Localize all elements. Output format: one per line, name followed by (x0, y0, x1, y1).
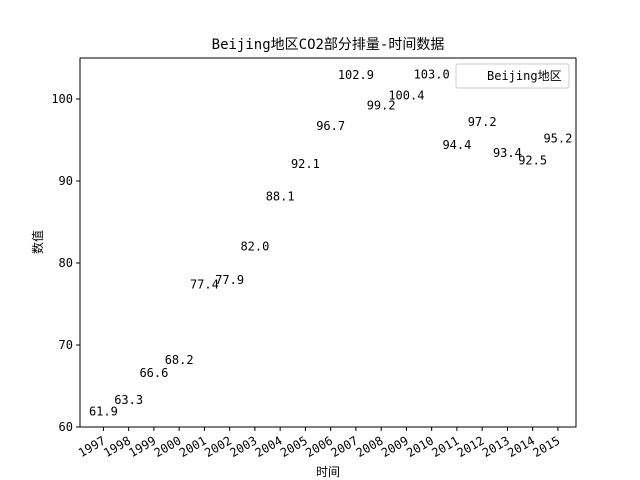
data-label: 66.6 (139, 366, 168, 380)
y-axis-label: 数值 (30, 230, 45, 254)
y-tick-label: 90 (59, 174, 73, 188)
data-label: 95.2 (543, 131, 572, 145)
data-label: 96.7 (316, 119, 345, 133)
data-label: 82.0 (240, 240, 269, 254)
legend: Beijing地区 (455, 63, 570, 89)
data-label: 88.1 (266, 190, 295, 204)
data-label: 92.5 (518, 154, 547, 168)
y-tick-label: 100 (51, 92, 73, 106)
data-label: 93.4 (493, 146, 522, 160)
y-axis-ticks: 60 70 80 90 100 (51, 92, 80, 434)
chart-title: Beijing地区CO2部分排量-时间数据 (212, 37, 445, 53)
legend-entry-label: Beijing地区 (487, 69, 562, 83)
data-label: 77.4 (190, 277, 219, 291)
data-label: 97.2 (468, 115, 497, 129)
legend-box (455, 63, 570, 89)
y-tick-label: 70 (59, 338, 73, 352)
x-axis-label: 时间 (316, 465, 340, 479)
y-tick-label: 60 (59, 420, 73, 434)
data-label: 102.9 (338, 68, 374, 82)
x-axis-ticks: 1997199819992000200120022003200420052006… (76, 427, 562, 460)
data-label: 63.3 (114, 393, 143, 407)
plot-area-frame (79, 57, 577, 428)
y-tick-label: 80 (59, 256, 73, 270)
x-tick-label: 2015 (530, 433, 562, 460)
data-label: 68.2 (165, 353, 194, 367)
data-label: 77.9 (215, 273, 244, 287)
data-label: 92.1 (291, 157, 320, 171)
data-labels: 61.963.3 66.668.2 77.477.9 82.0 88.1 92.1 96.7… (89, 67, 572, 418)
data-label: 61.9 (89, 404, 118, 418)
data-label: 99.2 (367, 99, 396, 113)
data-label: 100.4 (388, 89, 424, 103)
data-label: 103.0 (414, 67, 450, 81)
data-label: 94.4 (442, 138, 471, 152)
